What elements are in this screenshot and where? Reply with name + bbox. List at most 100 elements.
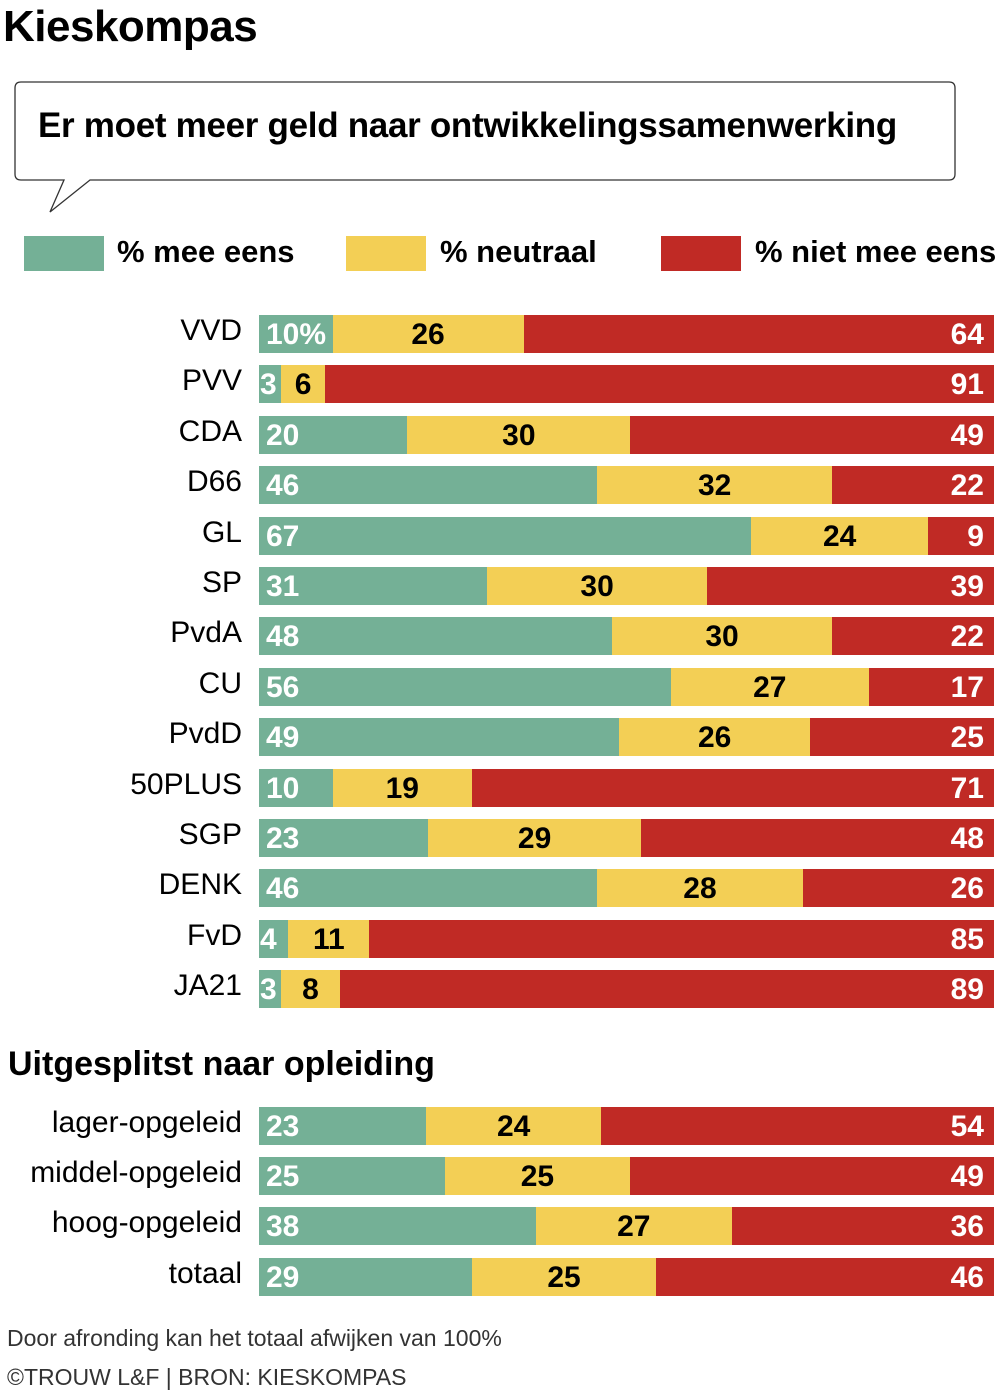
data-label: 29 xyxy=(266,1260,300,1294)
data-label: 49 xyxy=(950,418,984,452)
bar-segment-eens: 38 xyxy=(259,1207,536,1246)
row-label: 50PLUS xyxy=(130,767,242,801)
bar-segment-oneens: 91 xyxy=(325,365,994,404)
stacked-bar: 38 27 36 xyxy=(259,1207,994,1246)
bar-segment-eens: 49 xyxy=(259,718,620,757)
stacked-bar: 46 28 26 xyxy=(259,869,994,908)
data-label: 9 xyxy=(967,519,984,553)
bar-segment-neutraal: 29 xyxy=(428,819,642,857)
stacked-bar: 49 26 25 xyxy=(259,718,994,757)
bar-segment-oneens: 25 xyxy=(810,718,994,757)
bar-segment-eens: 29 xyxy=(259,1257,473,1296)
data-label: 85 xyxy=(950,922,984,956)
data-label: 71 xyxy=(950,771,984,805)
data-label: 3 xyxy=(260,368,277,402)
row-label: DENK xyxy=(158,868,242,902)
bar-segment-eens: 46 xyxy=(259,869,598,908)
data-label: 22 xyxy=(950,620,984,654)
bar-segment-neutraal: 32 xyxy=(597,466,833,505)
legend-label-neutraal: % neutraal xyxy=(440,234,597,269)
data-label: 46 xyxy=(266,469,300,503)
data-label: 25 xyxy=(950,721,984,755)
data-label: 27 xyxy=(617,1210,651,1244)
bar-segment-neutraal: 6 xyxy=(281,365,326,404)
row-label: VVD xyxy=(180,314,242,347)
bar-segment-neutraal: 25 xyxy=(444,1157,631,1196)
data-label: 91 xyxy=(950,368,984,402)
credit: ©TROUW L&F | BRON: KIESKOMPAS xyxy=(7,1364,407,1390)
data-label: 29 xyxy=(517,822,552,855)
data-label: 10 xyxy=(266,771,300,805)
bar-segment-neutraal: 30 xyxy=(407,415,631,454)
data-label: 20 xyxy=(266,418,300,452)
subheading: Uitgesplitst naar opleiding xyxy=(8,1045,435,1083)
data-label: 25 xyxy=(266,1160,300,1194)
data-label: 30 xyxy=(705,620,739,654)
stacked-bar: 25 25 49 xyxy=(259,1157,994,1196)
bar-segment-eens: 23 xyxy=(259,1107,427,1145)
bar-segment-oneens: 17 xyxy=(869,667,994,706)
stacked-bar: 4 11 85 xyxy=(259,919,994,958)
bar-segment-neutraal: 24 xyxy=(426,1107,602,1145)
bar-segment-eens: 10% xyxy=(259,315,333,353)
bar-segment-neutraal: 25 xyxy=(472,1257,656,1296)
bar-segment-eens: 4 xyxy=(259,919,289,958)
data-label: 25 xyxy=(547,1260,581,1294)
row-label: SGP xyxy=(178,818,242,851)
data-label: 10% xyxy=(266,318,327,351)
row-label: hoog-opgeleid xyxy=(51,1206,242,1240)
data-label: 8 xyxy=(302,973,319,1007)
data-label: 27 xyxy=(753,670,787,704)
bar-segment-oneens: 36 xyxy=(732,1207,994,1246)
bar-segment-eens: 48 xyxy=(259,617,612,656)
bar-segment-neutraal: 26 xyxy=(619,718,811,757)
data-label: 49 xyxy=(950,1160,984,1194)
data-label: 36 xyxy=(950,1210,984,1244)
bar-segment-oneens: 39 xyxy=(707,567,994,605)
bar-segment-oneens: 54 xyxy=(601,1107,994,1145)
row-label: D66 xyxy=(186,465,242,499)
data-label: 6 xyxy=(294,368,312,402)
bar-segment-eens: 3 xyxy=(259,970,282,1009)
data-label: 31 xyxy=(266,570,300,603)
stacked-bar: 10% 26 64 xyxy=(259,315,994,353)
stacked-bar: 23 29 48 xyxy=(259,819,994,857)
bar-segment-eens: 20 xyxy=(259,415,408,454)
data-label: 30 xyxy=(502,418,536,452)
data-label: 22 xyxy=(950,469,984,503)
bar-segment-neutraal: 19 xyxy=(332,768,473,807)
footnote: Door afronding kan het totaal afwijken v… xyxy=(7,1325,502,1351)
data-label: 23 xyxy=(266,822,300,855)
bar-segment-oneens: 22 xyxy=(832,617,994,656)
data-label: 11 xyxy=(312,922,345,956)
data-label: 24 xyxy=(822,519,857,553)
bar-segment-neutraal: 26 xyxy=(332,315,524,353)
row-label: SP xyxy=(201,566,242,599)
speech-bubble xyxy=(14,81,956,213)
data-label: 89 xyxy=(950,973,984,1007)
data-label: 46 xyxy=(266,872,300,906)
data-label: 67 xyxy=(266,519,300,553)
data-label: 17 xyxy=(950,670,984,704)
bar-segment-eens: 56 xyxy=(259,667,671,706)
bar-segment-neutraal: 27 xyxy=(535,1207,733,1246)
legend-swatch-oneens xyxy=(661,236,741,271)
row-label: GL xyxy=(201,515,242,549)
bar-segment-eens: 46 xyxy=(259,466,598,505)
legend-swatch-neutraal xyxy=(346,236,426,271)
row-label: totaal xyxy=(168,1256,242,1290)
stacked-bar: 3 8 89 xyxy=(259,970,994,1009)
bar-segment-eens: 10 xyxy=(259,768,333,807)
data-label: 39 xyxy=(950,570,984,603)
data-label: 3 xyxy=(260,973,277,1007)
data-label: 26 xyxy=(950,872,984,906)
stacked-bar: 31 30 39 xyxy=(259,567,994,605)
data-label: 48 xyxy=(950,822,984,855)
data-label: 49 xyxy=(266,721,300,755)
data-label: 32 xyxy=(698,469,732,503)
stacked-bar: 10 19 71 xyxy=(259,768,994,807)
bar-segment-neutraal: 27 xyxy=(670,667,870,706)
bar-segment-neutraal: 8 xyxy=(281,970,340,1009)
legend-label-eens: % mee eens xyxy=(117,234,295,269)
row-label: PvdA xyxy=(170,616,242,650)
